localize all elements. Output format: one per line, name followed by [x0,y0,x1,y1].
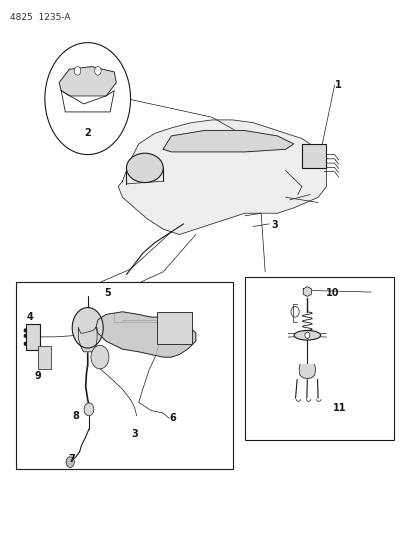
Text: 9: 9 [34,371,41,381]
Polygon shape [78,328,97,352]
Polygon shape [299,365,315,378]
Text: 3: 3 [131,429,138,439]
Text: 7: 7 [68,454,75,464]
Text: 10: 10 [326,288,340,298]
Bar [157,312,192,344]
Polygon shape [61,91,114,112]
Circle shape [305,332,310,338]
Circle shape [74,67,81,75]
Circle shape [84,403,94,416]
Polygon shape [163,131,294,152]
Text: 3: 3 [271,220,278,230]
Circle shape [45,43,131,155]
Polygon shape [96,312,196,357]
Circle shape [91,345,109,369]
FancyBboxPatch shape [302,144,326,168]
Ellipse shape [126,153,163,182]
Text: 6: 6 [169,414,176,423]
Text: 4: 4 [27,312,33,322]
Bar [16,282,233,469]
Text: 8: 8 [73,411,80,421]
Circle shape [24,334,27,338]
Circle shape [95,67,101,75]
Polygon shape [118,120,326,235]
Text: 2: 2 [84,128,91,138]
Bar [245,277,394,440]
Polygon shape [59,67,116,104]
Ellipse shape [294,330,321,340]
Circle shape [72,308,103,348]
Text: 1: 1 [335,80,341,90]
Circle shape [24,328,27,333]
Text: 5: 5 [104,288,111,298]
Circle shape [66,457,74,467]
Text: 4825  1235-A: 4825 1235-A [10,13,71,22]
Polygon shape [303,287,311,296]
FancyBboxPatch shape [38,346,51,369]
Circle shape [24,342,27,346]
Text: 11: 11 [333,403,346,413]
FancyBboxPatch shape [26,324,40,350]
